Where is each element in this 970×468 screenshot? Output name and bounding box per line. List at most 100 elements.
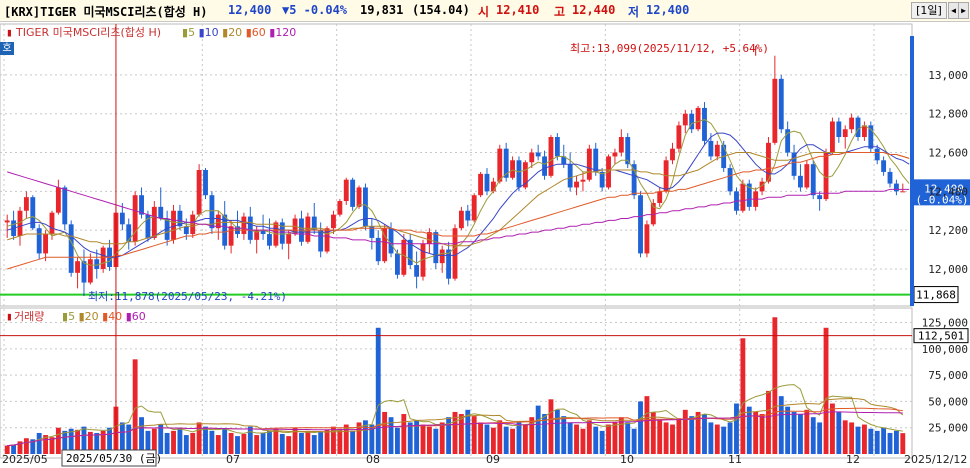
- volume-bar: [23, 438, 29, 454]
- volume-ref-label-box: [913, 328, 969, 344]
- volume-bar: [721, 426, 727, 454]
- volume-bar: [49, 437, 55, 454]
- candle-body: [727, 168, 733, 192]
- x-tick-label: 11: [728, 453, 742, 466]
- candle-body: [43, 234, 49, 254]
- volume-bars: [4, 317, 906, 454]
- candle-body: [650, 202, 656, 225]
- volume-bar: [567, 422, 573, 454]
- candle-body: [311, 216, 317, 231]
- high-price: 12,440: [572, 3, 616, 17]
- volume-bar: [676, 418, 682, 454]
- volume-bar: [522, 424, 528, 454]
- ma120-line: [7, 171, 910, 245]
- candle-body: [356, 187, 362, 207]
- volume-bar: [356, 422, 362, 454]
- candle-body: [452, 228, 458, 279]
- x-tick-label: 09: [486, 453, 500, 466]
- x-tick-label: 08: [366, 453, 380, 466]
- volume-ma-legend: ▮5 ▮20 ▮40 ▮60: [62, 310, 146, 323]
- volume-bar: [618, 417, 624, 454]
- candle-body: [318, 230, 324, 252]
- candle-body: [900, 191, 906, 193]
- volume-bar: [177, 427, 183, 454]
- current-change-label: (-0.04%): [916, 193, 969, 206]
- x-tick-label: 12: [846, 453, 860, 466]
- candle-body: [785, 129, 791, 153]
- volume-bar: [580, 428, 586, 454]
- candle-body: [887, 171, 893, 184]
- volume-bar: [388, 417, 394, 454]
- candle-body: [30, 197, 36, 229]
- candle-body: [158, 206, 164, 219]
- chevron-right-icon[interactable]: ▶: [958, 2, 969, 19]
- candle-body: [183, 226, 189, 235]
- volume-bar: [452, 411, 458, 454]
- volume-bar: [43, 435, 49, 454]
- volume-bar: [657, 420, 663, 454]
- candle-body: [708, 140, 714, 157]
- volume-bar: [663, 422, 669, 454]
- price-tick-label: 12,400: [928, 185, 968, 198]
- volume-bar: [433, 428, 439, 454]
- candle-body: [497, 148, 503, 182]
- turnover-value: (154.04): [412, 3, 470, 17]
- candle-body: [254, 230, 260, 240]
- volume-bar: [836, 411, 842, 454]
- volume-bar: [382, 411, 388, 454]
- volume-bar: [740, 338, 746, 454]
- period-button[interactable]: [1일]: [911, 2, 947, 19]
- volume-bar: [746, 406, 752, 454]
- volume-panel: [0, 307, 913, 459]
- candle-body: [75, 261, 80, 273]
- candle-body: [817, 195, 823, 200]
- volume-bar: [458, 414, 464, 454]
- candle-body: [267, 234, 272, 246]
- volume-bar: [842, 420, 848, 454]
- candle-body: [503, 148, 509, 178]
- candle-body: [618, 137, 624, 153]
- volume-bar: [87, 431, 93, 454]
- candle-body: [772, 78, 778, 143]
- candle-body: [484, 173, 490, 192]
- volume-bar: [75, 429, 80, 454]
- candle-body: [682, 113, 688, 126]
- candle-body: [740, 183, 746, 211]
- candle-body: [842, 129, 848, 138]
- volume-bar: [401, 414, 407, 454]
- volume-bar: [299, 432, 304, 454]
- volume-ma20-line: [7, 397, 904, 447]
- volume-bar: [810, 417, 816, 454]
- candle-body: [426, 232, 432, 244]
- candle-body: [830, 121, 835, 153]
- candle-body: [215, 214, 221, 229]
- candle-body: [702, 107, 707, 141]
- candle-body: [382, 228, 388, 262]
- chart-canvas[interactable]: 11,868 112,501 12,400(-0.04%) 2025/05/30 (금…: [0, 22, 970, 468]
- volume-bar: [68, 428, 74, 454]
- volume-bar: [4, 445, 10, 454]
- candle-body: [132, 195, 138, 242]
- volume-bar: [171, 430, 176, 454]
- volume-bar: [542, 414, 547, 454]
- volume-tick-label: 75,000: [928, 369, 968, 382]
- candle-body: [798, 175, 803, 188]
- x-tick-label: 2025/12/12: [904, 453, 967, 466]
- volume-bar: [235, 436, 240, 454]
- volume-bar: [561, 416, 567, 454]
- candle-body: [625, 137, 631, 165]
- volume-bar: [759, 414, 765, 454]
- candle-body: [561, 156, 567, 165]
- candle-body: [151, 206, 157, 238]
- volume-bar: [247, 426, 253, 454]
- candle-body: [49, 212, 55, 235]
- candle-body: [874, 148, 880, 161]
- candle-body: [331, 214, 336, 229]
- ma10-line: [7, 132, 910, 258]
- volume-bar: [606, 424, 611, 454]
- order-side-button[interactable]: 호: [0, 42, 14, 55]
- volume-bar: [17, 441, 23, 454]
- candle-body: [279, 222, 285, 244]
- low-label: 저: [628, 5, 640, 19]
- candle-body: [849, 117, 855, 130]
